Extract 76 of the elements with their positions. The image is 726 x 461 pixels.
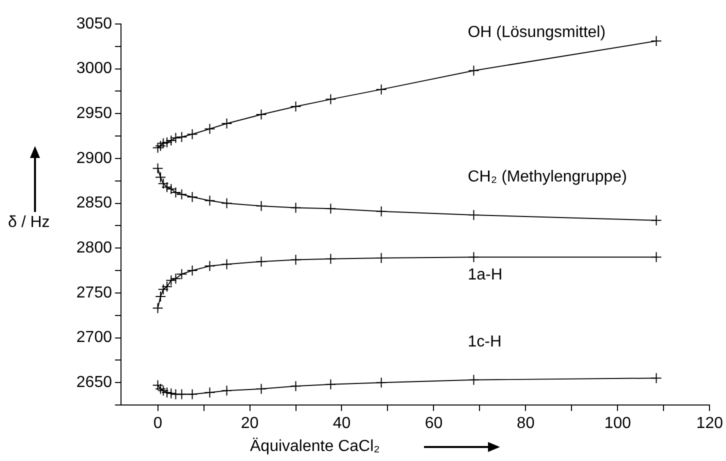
point xyxy=(290,100,302,112)
y-tick-label: 2700 xyxy=(76,329,112,346)
x-tick-label: 120 xyxy=(696,415,724,432)
point xyxy=(155,291,166,302)
point xyxy=(256,200,267,212)
point xyxy=(204,123,216,134)
point xyxy=(376,206,387,217)
y-tick-label: 2800 xyxy=(76,240,112,257)
point xyxy=(161,182,172,193)
point xyxy=(221,118,232,130)
point xyxy=(176,268,188,280)
point xyxy=(468,374,480,386)
point xyxy=(325,94,336,105)
x-tick-label: 40 xyxy=(332,415,351,432)
y-tick-label: 2950 xyxy=(76,105,112,122)
point xyxy=(170,273,182,284)
point xyxy=(376,84,387,95)
point xyxy=(186,388,198,400)
point xyxy=(468,209,480,220)
x-tick-label: 100 xyxy=(604,415,632,432)
point xyxy=(221,198,232,209)
point xyxy=(166,135,177,146)
point xyxy=(290,202,302,214)
point xyxy=(290,380,302,392)
point xyxy=(152,302,164,314)
x-tick-label: 80 xyxy=(516,415,535,432)
y-tick-label: 3000 xyxy=(76,60,112,78)
point xyxy=(152,142,164,154)
point xyxy=(176,388,188,400)
point xyxy=(325,253,336,264)
point xyxy=(176,131,188,142)
y-tick-label: 3050 xyxy=(76,15,112,32)
point xyxy=(650,36,662,47)
series-label: 1c-H xyxy=(468,333,502,350)
point xyxy=(204,260,216,272)
point xyxy=(166,274,177,286)
series-label: OH (Lösungsmittel) xyxy=(468,24,606,42)
point xyxy=(204,386,216,398)
point xyxy=(158,284,169,295)
point xyxy=(158,138,169,149)
y-tick-label: 2850 xyxy=(76,194,112,212)
point xyxy=(650,252,662,263)
point xyxy=(468,65,480,76)
y-axis-title: δ / Hz xyxy=(8,214,50,232)
point xyxy=(166,388,177,399)
series-label: 1a-H xyxy=(468,266,502,284)
point xyxy=(256,256,267,268)
point xyxy=(376,377,387,388)
point xyxy=(161,281,172,292)
point xyxy=(176,188,188,200)
point xyxy=(161,136,172,148)
point xyxy=(221,385,232,396)
point xyxy=(650,214,662,226)
point xyxy=(468,252,480,263)
point xyxy=(290,254,302,266)
y-tick-label: 2650 xyxy=(76,374,112,391)
point xyxy=(204,195,216,206)
y-tick-label: 2900 xyxy=(76,150,112,167)
x-tick-label: 60 xyxy=(424,415,443,432)
series-label: CH₂ (Methylengruppe) xyxy=(468,168,627,186)
x-tick-label: 20 xyxy=(240,415,259,432)
point xyxy=(186,128,198,140)
point xyxy=(376,252,387,264)
point xyxy=(186,192,198,203)
x-axis-title: Äquivalente CaCl₂ xyxy=(250,438,380,456)
point xyxy=(170,132,182,144)
point xyxy=(221,258,232,270)
point xyxy=(325,203,336,214)
point xyxy=(256,109,267,120)
point xyxy=(256,383,267,394)
x-tick-label: 0 xyxy=(153,415,162,432)
point xyxy=(186,265,198,276)
point xyxy=(325,378,336,390)
point xyxy=(650,372,662,384)
point xyxy=(152,162,164,174)
y-tick-label: 2750 xyxy=(76,284,112,302)
